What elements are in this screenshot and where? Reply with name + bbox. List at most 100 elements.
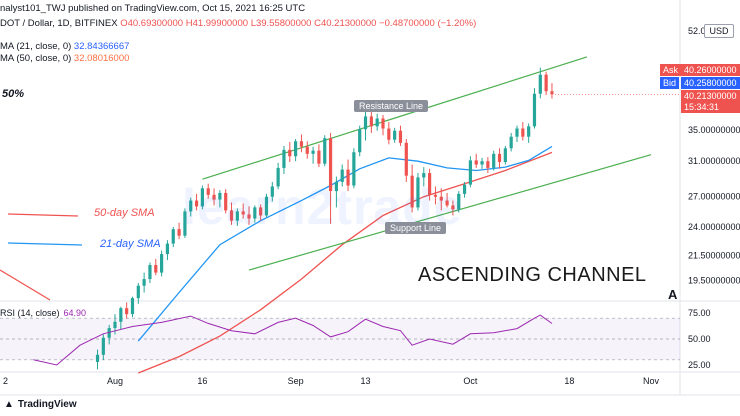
candle-body (206, 188, 210, 195)
candle-body (107, 328, 111, 338)
ma21-legend[interactable]: MA (21, close, 0) 32.84366667 (0, 41, 129, 52)
candle-body (171, 229, 175, 244)
candle-body (422, 173, 426, 178)
time-tick-label: Sep (288, 376, 304, 386)
candle-body (218, 192, 222, 200)
candle-body (538, 74, 542, 94)
support-line-label: Support Line (385, 222, 447, 234)
time-tick-label: 18 (564, 376, 574, 386)
candle-body (381, 118, 385, 129)
channel-lower-line (248, 154, 652, 271)
candle-body (276, 167, 280, 187)
candle-body (387, 128, 391, 140)
brand-text: TradingView (17, 399, 77, 410)
candle-body (375, 118, 379, 127)
candle-body (492, 153, 496, 168)
candle-body (410, 175, 414, 208)
ascending-channel-label: ASCENDING CHANNEL (418, 264, 647, 286)
candle-body (95, 354, 100, 362)
candle-body (299, 141, 304, 147)
candle-body (433, 194, 438, 197)
candle-body (340, 169, 344, 182)
ma21-line (137, 145, 553, 342)
candle-body (550, 91, 554, 95)
time-tick-label: 13 (361, 376, 371, 386)
bid-price-tag: 40.25800000 (681, 77, 740, 89)
candle-body (177, 229, 181, 236)
candle-body (148, 265, 152, 280)
candle-body (462, 184, 467, 194)
candle-body (328, 138, 333, 192)
candle-body (457, 193, 461, 210)
candle-body (544, 74, 548, 92)
tradingview-brand[interactable]: ▲ TradingView (4, 399, 77, 410)
ohlc-low: L39.55800000 (250, 18, 312, 29)
price-tick-label: 24.00000000 (688, 222, 740, 232)
candle-body (259, 207, 263, 216)
candle-body (101, 337, 105, 355)
candle-body (130, 298, 135, 315)
rsi-tick-label: 50.00 (688, 334, 711, 344)
candle-body (229, 210, 234, 221)
marker-a: A (668, 287, 678, 302)
candle-body (503, 148, 507, 163)
price-tick-label: 27.00000000 (688, 192, 740, 202)
tradingview-logo-icon: ▲ (4, 399, 14, 410)
rsi-legend[interactable]: RSI (14, close) 64.90 (0, 308, 86, 318)
ma50-line (138, 151, 553, 374)
candle-body (404, 142, 408, 176)
candle-body (486, 161, 490, 168)
candle-body (119, 308, 123, 322)
candle-body (270, 186, 274, 197)
bar-countdown: 15:34:31 (681, 101, 740, 113)
symbol-name[interactable]: DOT / Dollar, 1D, BITFINEX (0, 18, 118, 29)
candle-body (264, 196, 269, 216)
candle-body (346, 169, 350, 186)
ma50-legend-value: 32.08016000 (73, 53, 130, 64)
candle-body (393, 130, 397, 140)
candle-body (113, 321, 117, 329)
ma21-legend-value: 32.84366667 (73, 41, 130, 52)
candle-body (515, 128, 519, 137)
ma50-legend[interactable]: MA (50, close, 0) 32.08016000 (0, 53, 129, 64)
candle-body (521, 128, 525, 137)
symbol-line: DOT / Dollar, 1D, BITFINEX O40.69300000 … (0, 18, 476, 29)
candle-body (142, 279, 146, 286)
candle-body (439, 196, 443, 201)
candle-body (369, 116, 373, 127)
candle-body (334, 181, 338, 192)
candle-body (451, 205, 455, 210)
time-tick-label: Nov (643, 376, 660, 386)
candle-body (282, 149, 286, 168)
percent-label: 50% (2, 88, 25, 100)
candle-body (247, 214, 251, 219)
time-tick-label: Aug (107, 376, 123, 386)
time-tick-label: Oct (463, 376, 478, 386)
sma50-annotation: 50-day SMA (94, 207, 155, 219)
rsi-legend-value: 64.90 (63, 308, 87, 318)
candle-body (358, 129, 362, 153)
candle-body (532, 93, 537, 127)
candle-body (445, 200, 449, 206)
candle-body (317, 150, 321, 164)
candle-body (241, 211, 245, 215)
publisher-line: nalyst101_TWJ published on TradingView.c… (0, 3, 306, 14)
currency-selector[interactable]: USD (704, 24, 734, 38)
bid-label: Bid (660, 77, 680, 89)
candle-body (160, 254, 164, 273)
candle-body (294, 141, 298, 157)
candle-body (468, 160, 472, 185)
candle-body (154, 265, 158, 273)
candle-body (428, 173, 432, 195)
channel-upper-line (202, 56, 588, 180)
rsi-tick-label: 25.00 (688, 360, 711, 370)
candle-body (288, 149, 292, 157)
candle-body (253, 207, 257, 219)
candle-body (497, 153, 502, 163)
candle-body (125, 308, 129, 315)
candle-body (398, 130, 403, 143)
rsi-legend-label: RSI (14, close) (0, 308, 60, 318)
candle-body (165, 243, 170, 255)
